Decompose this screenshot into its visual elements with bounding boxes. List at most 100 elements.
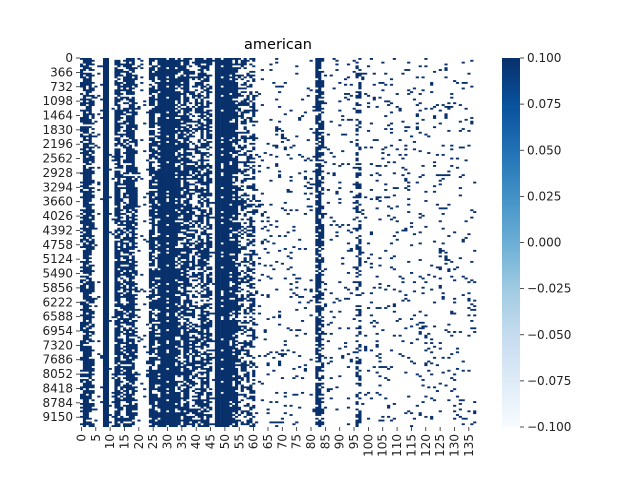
heatmap-cell-run xyxy=(203,242,207,245)
heatmap-cell-run xyxy=(318,349,322,352)
heatmap-cell-run xyxy=(418,310,422,313)
heatmap-cell-run xyxy=(186,224,190,232)
heatmap-cell-run xyxy=(140,89,144,92)
heatmap-cell-run xyxy=(146,323,150,326)
heatmap-cell-run xyxy=(243,192,247,197)
heatmap-cell-run xyxy=(392,417,396,420)
heatmap-cell-run xyxy=(260,220,264,223)
heatmap-cell-run xyxy=(212,59,216,62)
heatmap-cell-run xyxy=(117,104,121,121)
heatmap-cell-run xyxy=(257,355,262,357)
heatmap-cell-run xyxy=(166,316,170,320)
heatmap-cell-run xyxy=(186,277,190,287)
heatmap-cell-run xyxy=(180,83,184,86)
heatmap-cell-run xyxy=(338,81,342,84)
heatmap-cell-run xyxy=(266,373,270,376)
heatmap-cell-run xyxy=(237,358,241,363)
heatmap-cell-run xyxy=(292,292,296,295)
heatmap-cell-run xyxy=(143,196,147,199)
heatmap-cell-run xyxy=(80,181,84,184)
heatmap-cell-run xyxy=(401,355,405,357)
heatmap-cell-run xyxy=(212,397,216,400)
heatmap-cell-run xyxy=(335,59,339,62)
heatmap-cell-run xyxy=(177,165,181,212)
heatmap-cell-run xyxy=(410,222,414,225)
heatmap-cell-run xyxy=(344,286,348,289)
heatmap-cell-run xyxy=(237,196,241,199)
heatmap-cell-run xyxy=(114,163,118,166)
heatmap-cell-run xyxy=(174,340,178,346)
heatmap-cell-run xyxy=(352,218,356,221)
heatmap-cell-run xyxy=(278,249,282,252)
heatmap-cell-run xyxy=(183,231,187,236)
heatmap-cell-run xyxy=(117,137,121,145)
heatmap-cell-run xyxy=(189,275,193,278)
heatmap-cell-run xyxy=(269,401,273,404)
heatmap-cell-run xyxy=(166,87,170,97)
heatmap-cell-run xyxy=(180,59,184,62)
heatmap-cell-run xyxy=(88,380,92,389)
heatmap-cell-run xyxy=(389,122,394,125)
x-tick-label: 50 xyxy=(218,434,232,449)
heatmap-cell-run xyxy=(166,266,170,284)
heatmap-cell-run xyxy=(186,323,190,326)
heatmap-cell-run xyxy=(94,227,98,230)
heatmap-cell-run xyxy=(237,200,241,206)
heatmap-cell-run xyxy=(203,371,207,374)
heatmap-cell-run xyxy=(392,194,396,197)
heatmap-cell-run xyxy=(249,303,253,313)
heatmap-cell-run xyxy=(229,277,233,282)
heatmap-cell-run xyxy=(427,273,431,276)
heatmap-cell-run xyxy=(398,318,402,320)
heatmap-cell-run xyxy=(355,157,359,162)
heatmap-cell-run xyxy=(148,268,153,289)
heatmap-cell-run xyxy=(372,319,376,322)
heatmap-cell-run xyxy=(404,126,408,129)
heatmap-cell-run xyxy=(200,98,204,119)
heatmap-cell-run xyxy=(407,395,411,398)
heatmap-cell-run xyxy=(128,251,132,256)
heatmap-cell-run xyxy=(91,113,95,119)
heatmap-cell-run xyxy=(232,63,236,66)
heatmap-cell-run xyxy=(427,347,431,350)
heatmap-cell-run xyxy=(191,207,196,210)
heatmap-cell-run xyxy=(134,67,138,70)
heatmap-cell-run xyxy=(338,181,342,184)
heatmap-cell-run xyxy=(91,194,95,199)
heatmap-cell-run xyxy=(91,131,95,134)
heatmap-cell-run xyxy=(392,310,396,313)
heatmap-cell-run xyxy=(220,301,224,306)
heatmap-cell-run xyxy=(120,69,124,73)
heatmap-cell-run xyxy=(120,174,124,178)
heatmap-cell-run xyxy=(384,128,388,130)
heatmap-cell-run xyxy=(191,279,196,282)
y-tick-label: 8784 xyxy=(42,396,73,410)
heatmap-cell-run xyxy=(177,115,181,118)
heatmap-cell-run xyxy=(191,131,196,134)
heatmap-cell-run xyxy=(252,390,256,394)
heatmap-cell-run xyxy=(128,332,132,337)
heatmap-cell-run xyxy=(85,126,89,134)
heatmap-cell-run xyxy=(309,288,313,293)
heatmap-cell-run xyxy=(312,183,316,186)
heatmap-cell-run xyxy=(88,325,92,330)
heatmap-cell-run xyxy=(389,242,394,245)
heatmap-cell-run xyxy=(203,380,207,385)
heatmap-cell-run xyxy=(220,188,224,197)
heatmap-cell-run xyxy=(329,152,333,154)
heatmap-cell-run xyxy=(180,384,184,387)
heatmap-cell-run xyxy=(286,327,290,330)
heatmap-cell-run xyxy=(186,69,190,94)
heatmap-cell-run xyxy=(82,301,87,328)
heatmap-cell-run xyxy=(470,303,474,306)
heatmap-cell-run xyxy=(246,260,250,263)
heatmap-cell-run xyxy=(243,200,247,204)
heatmap-cell-run xyxy=(123,220,127,223)
heatmap-cell-run xyxy=(349,358,353,363)
heatmap-cell-run xyxy=(131,129,135,143)
heatmap-cell-run xyxy=(421,174,425,177)
heatmap-cell-run xyxy=(438,410,442,413)
heatmap-cell-run xyxy=(338,124,342,127)
heatmap-cell-run xyxy=(88,240,92,256)
heatmap-cell-run xyxy=(321,111,325,114)
